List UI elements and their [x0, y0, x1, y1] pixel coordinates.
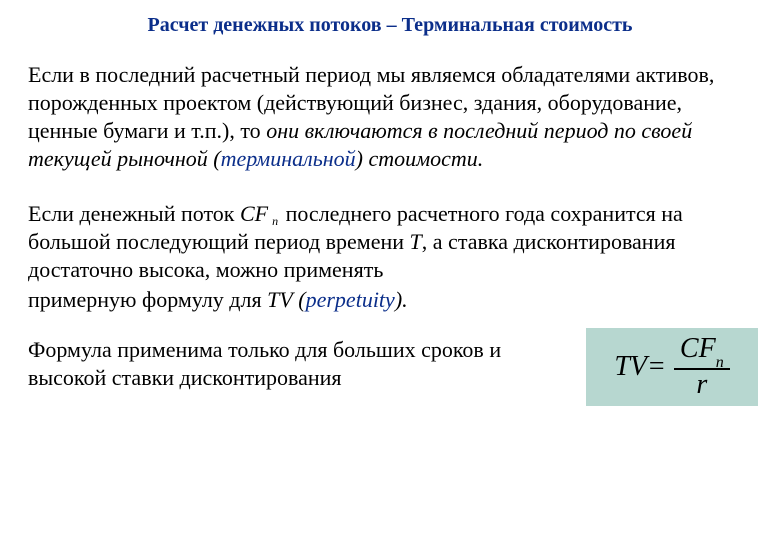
paragraph-2: Если денежный поток CFn последнего расче… [28, 200, 752, 315]
p2-pre: Если денежный поток [28, 201, 240, 226]
slide-title: Расчет денежных потоков – Терминальная с… [28, 14, 752, 37]
p2-T: T [410, 229, 422, 254]
perpetuity-word: perpetuity [306, 287, 395, 312]
cf-inline: CF n [240, 200, 280, 228]
formula-num-sym: CF [680, 333, 716, 364]
p2-line2: примерную формулу для TV (perpetuity). [28, 286, 752, 314]
formula-box: TV = CFn r [586, 328, 758, 406]
perp-open: ( [298, 287, 305, 312]
formula-fraction: CFn r [674, 334, 730, 401]
formula-denominator: r [674, 370, 730, 401]
formula-lhs: TV [614, 351, 647, 383]
p2-TV: TV [267, 287, 293, 312]
slide: Расчет денежных потоков – Терминальная с… [0, 0, 780, 540]
paragraph-1: Если в последний расчетный период мы явл… [28, 61, 752, 174]
perp-close: ). [395, 287, 408, 312]
p1-term-blue: терминальной [221, 146, 356, 171]
formula-eq: = [647, 351, 666, 383]
formula-numerator: CFn [674, 334, 730, 370]
formula-num-sub: n [716, 354, 724, 371]
p2-line2a: примерную формулу для [28, 287, 267, 312]
p1-italic-b: ) стоимости. [356, 146, 484, 171]
cf-symbol: CF [240, 201, 268, 226]
cf-subscript: n [272, 214, 278, 229]
